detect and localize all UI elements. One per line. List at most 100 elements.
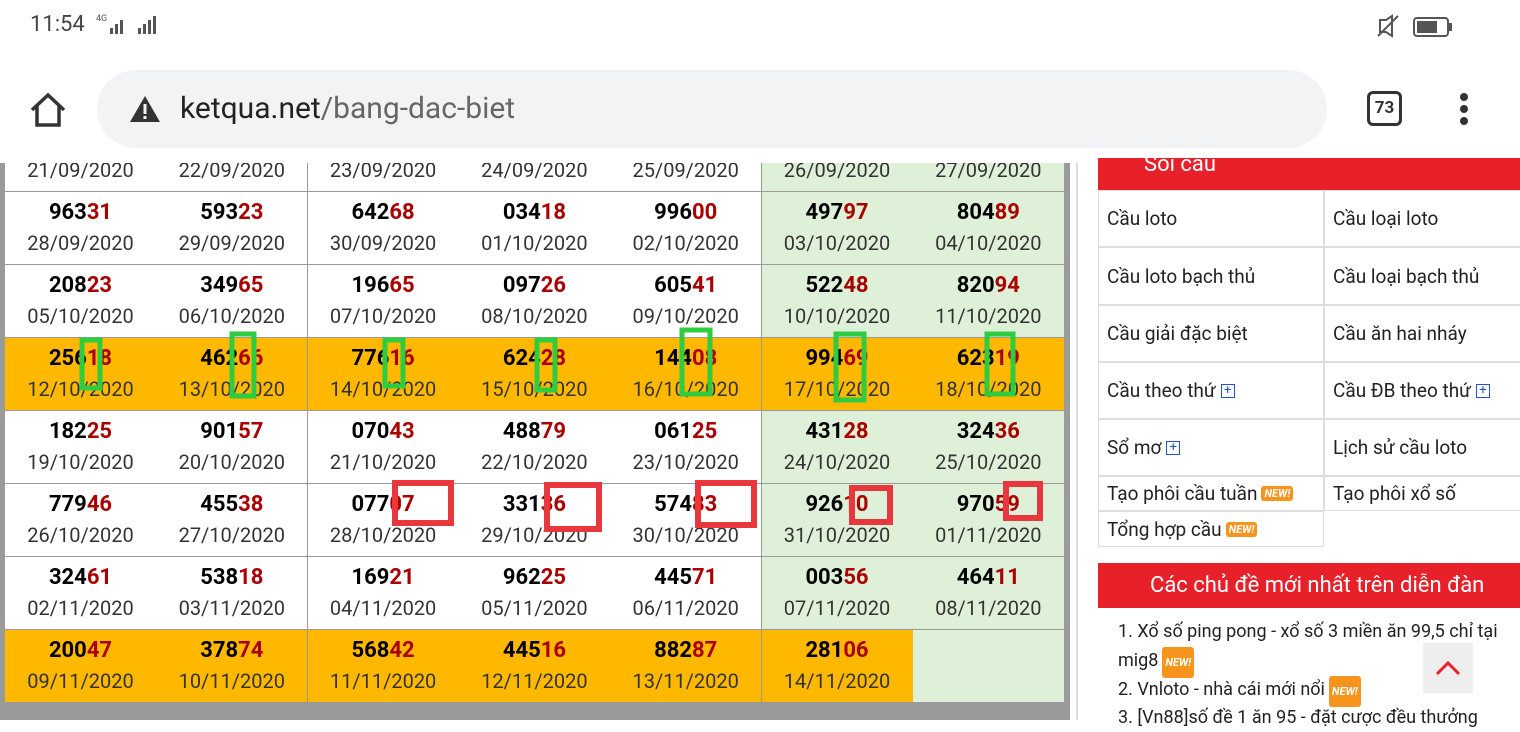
sidebar-link[interactable]: Tạo phôi cầu tuần NEW! xyxy=(1098,476,1324,511)
date: 26/10/2020 xyxy=(27,523,134,547)
number-tail: 18 xyxy=(238,565,264,590)
number-head: 574 xyxy=(654,492,692,517)
sidebar-link[interactable]: Cầu loto xyxy=(1098,190,1324,247)
number: 97059 xyxy=(913,492,1064,517)
number-tail: 83 xyxy=(692,492,718,517)
battery-icons xyxy=(1377,14,1452,38)
link-text: Cầu ăn hai nháy xyxy=(1333,322,1467,345)
sidebar-link[interactable]: Lịch sử cầu loto xyxy=(1324,419,1520,476)
number-head: 455 xyxy=(200,492,239,517)
forum-item[interactable]: 1. Xổ số ping pong - xổ số 3 miền ăn 99,… xyxy=(1118,617,1518,678)
result-cell: 33136 29/10/2020 xyxy=(458,484,610,556)
date: 14/10/2020 xyxy=(329,377,437,401)
date: 24/10/2020 xyxy=(783,450,891,474)
date: 19/10/2020 xyxy=(27,450,134,474)
result-cell: 20823 05/10/2020 xyxy=(5,265,156,337)
table-row: 77946 26/10/2020 45538 27/10/2020 07707 28/10… xyxy=(5,484,1064,557)
table-row: 25618 12/10/2020 46266 13/10/2020 77616 14/10… xyxy=(5,338,1064,411)
number: 32436 xyxy=(913,419,1064,444)
new-badge: NEW! xyxy=(1328,676,1361,707)
sidebar-link[interactable]: Cầu ĐB theo thứ + xyxy=(1324,362,1520,419)
number: 33136 xyxy=(459,492,610,517)
number-head: 097 xyxy=(502,273,541,298)
number-tail: 10 xyxy=(843,492,869,517)
number-head: 568 xyxy=(351,638,390,663)
number: 43128 xyxy=(762,419,913,444)
sidebar-link[interactable]: Cầu loại bạch thủ xyxy=(1324,247,1520,305)
link-text: Cầu loto xyxy=(1107,207,1178,230)
result-cell: 37874 10/11/2020 xyxy=(156,630,308,702)
result-cell: 62319 18/10/2020 xyxy=(912,338,1064,410)
result-cell: 03418 01/10/2020 xyxy=(458,192,610,264)
address-bar[interactable]: ketqua.net/bang-dac-biet xyxy=(97,70,1327,148)
result-cell: 45538 27/10/2020 xyxy=(156,484,308,556)
number: 16921 xyxy=(308,565,459,590)
number-head: 034 xyxy=(502,200,541,225)
number: 19665 xyxy=(308,273,459,298)
network: 4G xyxy=(96,14,108,24)
clock: 11:54 xyxy=(30,12,85,37)
date: 05/11/2020 xyxy=(481,596,588,620)
number-tail: 16 xyxy=(389,346,415,371)
number-tail: 94 xyxy=(994,273,1020,298)
number-head: 462 xyxy=(200,346,239,371)
result-cell: 43128 24/10/2020 xyxy=(761,411,913,483)
scroll-top[interactable] xyxy=(1423,643,1473,693)
warning-icon xyxy=(130,96,160,122)
number-tail: 36 xyxy=(540,492,566,517)
sidebar-link[interactable]: Cầu ăn hai nháy xyxy=(1324,305,1520,362)
forum-item[interactable]: 2. Vnloto - nhà cái mới nổi NEW! xyxy=(1118,675,1518,707)
number-tail: 36 xyxy=(994,419,1020,444)
date: 30/09/2020 xyxy=(329,231,437,255)
menu-button[interactable] xyxy=(1454,92,1474,128)
number-tail: 07 xyxy=(389,492,415,517)
sidebar-link[interactable]: Cầu theo thứ + xyxy=(1098,362,1324,419)
number-tail: 41 xyxy=(692,273,718,298)
item-text: Xổ số ping pong - xổ số 3 miền ăn 99,5 c… xyxy=(1118,621,1498,671)
url-domain: ketqua.net xyxy=(180,91,321,126)
number-head: 061 xyxy=(654,419,692,444)
result-cell: 06125 23/10/2020 xyxy=(610,411,762,483)
number: 77616 xyxy=(308,346,459,371)
number-head: 926 xyxy=(805,492,844,517)
home-button[interactable] xyxy=(28,90,68,130)
number: 49797 xyxy=(762,200,913,225)
number-head: 169 xyxy=(351,565,390,590)
new-badge: NEW! xyxy=(1225,521,1258,537)
item-text: Vnloto - nhà cái mới nổi xyxy=(1137,679,1325,700)
number: 59323 xyxy=(156,200,307,225)
number-tail: 97 xyxy=(843,200,869,225)
sidebar-link[interactable]: Cầu loto bạch thủ xyxy=(1098,247,1324,305)
tab-count[interactable]: 73 xyxy=(1367,91,1402,126)
result-cell: 60541 09/10/2020 xyxy=(610,265,762,337)
sidebar-link[interactable]: Cầu giải đặc biệt xyxy=(1098,305,1324,362)
table-row: 96331 28/09/2020 59323 29/09/2020 64268 30/09… xyxy=(5,192,1064,265)
number: 45538 xyxy=(156,492,307,517)
sidebar-link[interactable]: Tổng hợp cầu NEW! xyxy=(1098,511,1324,547)
date: 10/10/2020 xyxy=(783,304,891,328)
number: 57483 xyxy=(610,492,761,517)
number-head: 538 xyxy=(200,565,239,590)
number-tail: 87 xyxy=(692,638,718,663)
sidebar-link[interactable]: Sổ mơ + xyxy=(1098,419,1324,476)
number-tail: 11 xyxy=(994,565,1020,590)
sidebar-link[interactable]: Cầu loại loto xyxy=(1324,190,1520,247)
result-cell: 57483 30/10/2020 xyxy=(610,484,762,556)
date: 29/10/2020 xyxy=(481,523,588,547)
sidebar-link[interactable]: Tạo phôi xổ số xyxy=(1324,476,1520,511)
number-head: 994 xyxy=(805,346,844,371)
number-head: 963 xyxy=(48,200,87,225)
date: 31/10/2020 xyxy=(783,523,891,547)
number: 34965 xyxy=(156,273,307,298)
date: 17/10/2020 xyxy=(783,377,891,401)
date: 18/10/2020 xyxy=(935,377,1042,401)
expand-icon: + xyxy=(1166,440,1181,455)
result-cell xyxy=(912,630,1064,702)
date: 13/10/2020 xyxy=(178,377,286,401)
number: 46266 xyxy=(156,346,307,371)
table-row: 18225 19/10/2020 90157 20/10/2020 07043 21/10… xyxy=(5,411,1064,484)
link-text: Cầu giải đặc biệt xyxy=(1107,322,1248,345)
date: 02/11/2020 xyxy=(27,596,134,620)
number-head: 070 xyxy=(351,419,390,444)
forum-item[interactable]: 3. [Vn88]số đề 1 ăn 95 - đặt cược đều th… xyxy=(1118,703,1518,732)
